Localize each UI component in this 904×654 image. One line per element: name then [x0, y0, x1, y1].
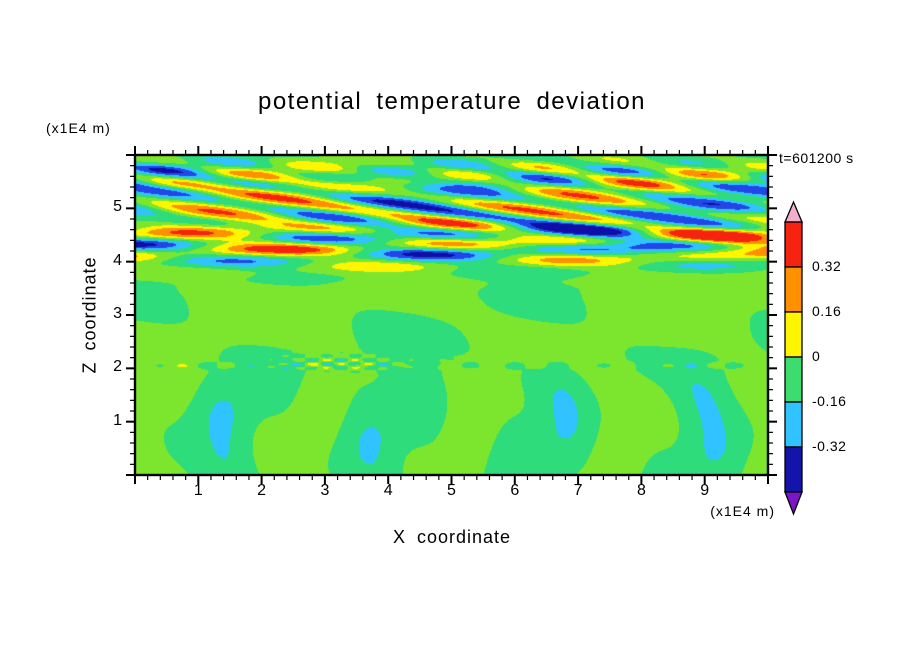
colorbar-segment-yellow — [784, 311, 803, 358]
x-tick-label: 1 — [193, 482, 203, 499]
colorbar-segment-orange — [784, 266, 803, 313]
colorbar-tick-label: -0.16 — [812, 393, 847, 409]
x-tick-label: 7 — [573, 482, 583, 499]
z-tick-label: 3 — [113, 305, 122, 322]
x-tick-label: 2 — [257, 482, 267, 499]
colorbar-segment-cyan — [784, 401, 803, 448]
x-axis-label: X coordinate — [392, 527, 512, 547]
colorbar-segment-green — [784, 356, 803, 403]
z-tick-label: 4 — [113, 251, 122, 269]
colorbar — [784, 200, 803, 516]
time-stamp-label: t=601200 s — [779, 150, 854, 166]
x-tick-label: 8 — [636, 482, 646, 499]
colorbar-tick-label: 0.16 — [812, 303, 842, 319]
colorbar-segment-above-range-arrow — [784, 200, 803, 223]
x-tick-label: 4 — [383, 482, 393, 499]
x-tick-label: 3 — [320, 482, 330, 499]
x-tick-label: 6 — [510, 482, 520, 499]
colorbar-segment-dark-blue — [784, 446, 803, 493]
z-tick-label: 5 — [113, 198, 122, 216]
colorbar-tick-label: 0 — [812, 348, 821, 364]
z-tick-label: 2 — [113, 358, 122, 376]
heatmap-field-canvas — [135, 155, 768, 475]
x-axis-unit-label: (x1E4 m) — [710, 503, 775, 519]
colorbar-segment-red — [784, 221, 803, 268]
z-axis-unit-label: (x1E4 m) — [46, 120, 111, 136]
z-tick-label: 1 — [113, 411, 122, 429]
chart-title: potential temperature deviation — [257, 88, 647, 115]
colorbar-segment-below-range-arrow — [784, 491, 803, 516]
colorbar-tick-label: -0.32 — [812, 438, 847, 454]
x-tick-label: 5 — [447, 482, 456, 499]
colorbar-tick-label: 0.32 — [812, 258, 842, 274]
x-tick-label: 9 — [700, 482, 710, 499]
